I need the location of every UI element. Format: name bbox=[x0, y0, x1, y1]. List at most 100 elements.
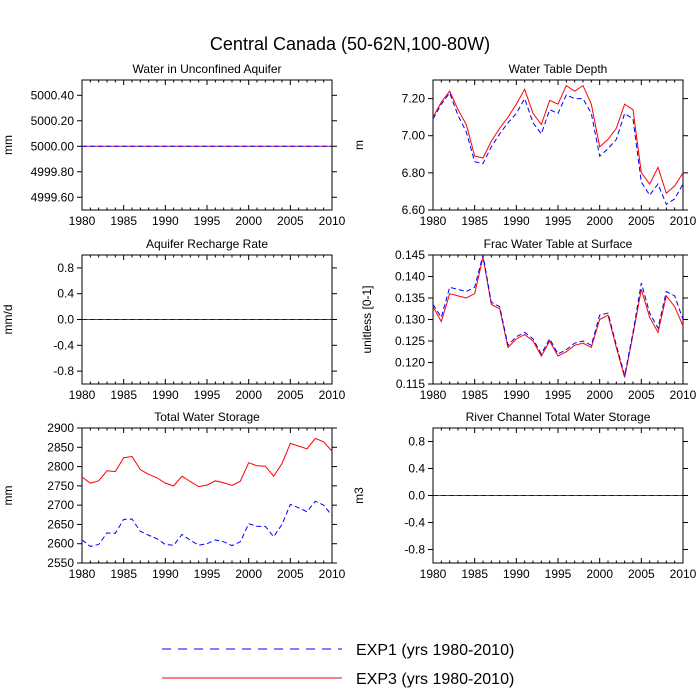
x-tick-label: 2005 bbox=[628, 214, 655, 228]
chart-p1: Water in Unconfined Aquifer mm 1980 1985 199… bbox=[1, 62, 346, 228]
x-tick-label: 1990 bbox=[152, 567, 179, 581]
y-axis-label: m bbox=[352, 140, 366, 150]
y-axis-label: m3 bbox=[352, 487, 366, 504]
chart-p5: Total Water Storage mm 1980 1985 1990 1995 200… bbox=[1, 410, 346, 581]
y-tick-label: 2550 bbox=[47, 556, 74, 570]
x-tick-label: 2000 bbox=[586, 214, 613, 228]
x-tick-label: 1980 bbox=[69, 388, 96, 402]
series-line-exp3 bbox=[81, 437, 333, 488]
panel-title: Frac Water Table at Surface bbox=[484, 237, 633, 251]
x-tick-label: 2010 bbox=[670, 567, 697, 581]
y-tick-label: 0.0 bbox=[57, 313, 74, 327]
legend: EXP1 (yrs 1980-2010) EXP3 (yrs 1980-2010… bbox=[162, 642, 514, 688]
x-tick-label: 2000 bbox=[586, 567, 613, 581]
y-tick-label: -0.8 bbox=[404, 543, 425, 557]
y-tick-label: 0.0 bbox=[408, 489, 425, 503]
plot-frame bbox=[432, 79, 684, 211]
figure-title: Central Canada (50-62N,100-80W) bbox=[210, 34, 490, 54]
x-tick-label: 1980 bbox=[420, 214, 447, 228]
x-tick-label: 1985 bbox=[110, 388, 137, 402]
y-tick-label: 4999.80 bbox=[31, 165, 75, 179]
legend-label-exp3: EXP3 (yrs 1980-2010) bbox=[356, 671, 514, 688]
x-tick-label: 1990 bbox=[152, 214, 179, 228]
chart-p2: Water Table Depth m 1980 1985 1990 1995 2000 20… bbox=[352, 62, 697, 228]
y-tick-label: 2800 bbox=[47, 460, 74, 474]
x-tick-label: 1990 bbox=[152, 388, 179, 402]
y-tick-label: 0.8 bbox=[57, 261, 74, 275]
x-tick-label: 1985 bbox=[461, 388, 488, 402]
y-tick-label: -0.4 bbox=[404, 516, 425, 530]
chart-panels: Water in Unconfined Aquifer mm 1980 1985 199… bbox=[1, 62, 697, 581]
x-tick-label: 2010 bbox=[670, 388, 697, 402]
y-tick-label: 0.135 bbox=[395, 291, 425, 305]
x-tick-label: 1980 bbox=[69, 567, 96, 581]
y-tick-label: 5000.20 bbox=[31, 114, 75, 128]
legend-entry-exp3: EXP3 (yrs 1980-2010) bbox=[162, 671, 514, 688]
panel-title: River Channel Total Water Storage bbox=[466, 410, 651, 424]
series-line-exp3 bbox=[432, 257, 684, 378]
y-tick-label: 2750 bbox=[47, 479, 74, 493]
x-tick-label: 1995 bbox=[545, 388, 572, 402]
x-tick-label: 1995 bbox=[545, 214, 572, 228]
y-tick-label: 0.130 bbox=[395, 313, 425, 327]
x-tick-label: 2000 bbox=[235, 214, 262, 228]
y-tick-label: 2650 bbox=[47, 517, 74, 531]
y-axis-label: unitless [0-1] bbox=[360, 285, 374, 353]
x-tick-label: 2000 bbox=[235, 567, 262, 581]
y-tick-label: 4999.60 bbox=[31, 190, 75, 204]
panel-title: Aquifer Recharge Rate bbox=[146, 237, 268, 251]
x-tick-label: 1995 bbox=[545, 567, 572, 581]
y-tick-label: 2700 bbox=[47, 498, 74, 512]
x-tick-label: 1995 bbox=[194, 214, 221, 228]
y-tick-label: -0.4 bbox=[53, 338, 74, 352]
series-line-exp1 bbox=[81, 500, 333, 547]
x-tick-label: 2010 bbox=[319, 388, 346, 402]
series-line-exp1 bbox=[432, 91, 684, 206]
x-tick-label: 2005 bbox=[277, 388, 304, 402]
x-tick-label: 2005 bbox=[277, 214, 304, 228]
y-tick-label: 0.115 bbox=[396, 377, 425, 391]
x-tick-label: 2010 bbox=[319, 567, 346, 581]
plot-frame bbox=[432, 254, 684, 385]
y-tick-label: 5000.00 bbox=[31, 139, 75, 153]
x-tick-label: 2010 bbox=[670, 214, 697, 228]
y-tick-label: 0.145 bbox=[395, 248, 425, 262]
y-axis-label: mm bbox=[1, 486, 15, 506]
panel-title: Water in Unconfined Aquifer bbox=[133, 62, 282, 76]
x-tick-label: 1980 bbox=[420, 388, 447, 402]
y-tick-label: 0.140 bbox=[395, 270, 425, 284]
plot-frame bbox=[81, 427, 333, 564]
x-tick-label: 1995 bbox=[194, 567, 221, 581]
y-tick-label: 0.8 bbox=[408, 435, 425, 449]
plot-frame bbox=[81, 79, 333, 211]
x-tick-label: 1985 bbox=[110, 214, 137, 228]
x-tick-label: 1980 bbox=[420, 567, 447, 581]
y-tick-label: 6.60 bbox=[402, 203, 426, 217]
x-tick-label: 1990 bbox=[503, 567, 530, 581]
chart-p4: Frac Water Table at Surface unitless [0-1… bbox=[360, 237, 697, 402]
x-tick-label: 1985 bbox=[110, 567, 137, 581]
y-tick-label: 7.20 bbox=[402, 92, 426, 106]
x-tick-label: 2005 bbox=[628, 388, 655, 402]
panel-title: Total Water Storage bbox=[154, 410, 260, 424]
chart-p3: Aquifer Recharge Rate mm/d 1980 1985 1990 199… bbox=[1, 237, 346, 402]
y-tick-label: 5000.40 bbox=[31, 88, 75, 102]
y-tick-label: 0.125 bbox=[395, 334, 425, 348]
legend-entry-exp1: EXP1 (yrs 1980-2010) bbox=[162, 642, 514, 659]
x-tick-label: 2000 bbox=[235, 388, 262, 402]
y-tick-label: 0.120 bbox=[395, 356, 425, 370]
x-tick-label: 1995 bbox=[194, 388, 221, 402]
x-tick-label: 1990 bbox=[503, 214, 530, 228]
y-axis-label: mm/d bbox=[1, 305, 15, 335]
chart-p6: River Channel Total Water Storage m3 1980 1… bbox=[352, 410, 697, 581]
x-tick-label: 2005 bbox=[277, 567, 304, 581]
x-tick-label: 2000 bbox=[586, 388, 613, 402]
x-tick-label: 1985 bbox=[461, 214, 488, 228]
y-tick-label: 0.4 bbox=[408, 462, 425, 476]
series-line-exp1 bbox=[432, 254, 684, 376]
y-tick-label: 7.00 bbox=[402, 129, 426, 143]
x-tick-label: 1980 bbox=[69, 214, 96, 228]
y-tick-label: 2850 bbox=[47, 440, 74, 454]
x-tick-label: 2005 bbox=[628, 567, 655, 581]
